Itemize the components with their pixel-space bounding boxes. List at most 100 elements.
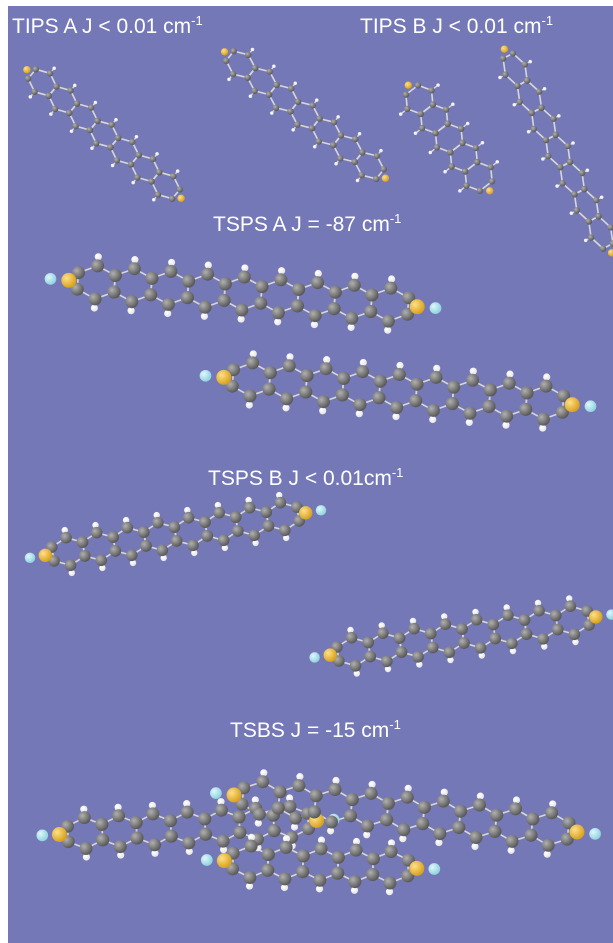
tsps-a-mol2-hydrogen-atom — [433, 364, 441, 372]
tsps-a-mol2-carbon-atom — [555, 405, 569, 419]
tsps-b-mol2-hydrogen-atom — [534, 599, 542, 607]
molecule-drawing — [23, 45, 613, 896]
tsbs-mol-lower-sulfur-atom — [409, 860, 425, 876]
tips-a-mol2-carbon-atom — [287, 108, 294, 115]
tsps-a-mol2-hydrogen-atom — [323, 356, 331, 364]
tsps-a-mol2-carbon-atom — [502, 376, 516, 390]
tsps-a-mol2-hydrogen-atom — [429, 415, 437, 424]
tips-a-mol1-carbon-atom — [45, 92, 52, 99]
tsps-b-mol1-carbon-atom — [244, 501, 256, 514]
tsbs-mol-right-hydrogen-atom — [399, 835, 407, 843]
tsbs-mol-right-hydrogen-atom — [476, 792, 484, 800]
tips-a-mol1-carbon-atom — [66, 109, 73, 117]
tsps-b-mol2-carbon-atom — [426, 641, 439, 654]
tsps-a-mol2-carbon-atom — [520, 386, 534, 400]
tips-a-mol2-carbon-atom — [330, 141, 337, 149]
tsps-b-mol2-sulfur-atom — [589, 610, 603, 624]
tsps-b-mol1-hydrogen-atom — [61, 526, 68, 534]
tips-a-mol2-carbon-atom — [316, 115, 323, 122]
tips-b-mol2-carbon-atom — [573, 207, 580, 214]
tsps-a-mol2-carbon-atom — [246, 356, 260, 370]
tsps-b-mol2-carbon-atom — [345, 631, 358, 644]
tips-b-mol1-carbon-atom — [457, 125, 465, 132]
tips-b-mol2-hydrogen-atom — [528, 59, 533, 64]
tips-b-mol1-hydrogen-atom — [495, 160, 500, 164]
tsbs-mol-lower-carbon-atom — [296, 849, 310, 863]
tsps-b-mol2-carbon-atom — [564, 600, 577, 612]
tips-b-mol1-carbon-atom — [474, 158, 481, 166]
tsbs-mol-left-carbon-atom — [130, 831, 144, 845]
tsps-b-mol1-carbon-atom — [156, 544, 169, 557]
tsps-b-mol2-carbon-atom — [412, 651, 424, 663]
tsps-a-mol1-carbon-atom — [198, 300, 212, 314]
tsbs-mol-right-hydrogen-atom — [368, 780, 376, 788]
tsps-a-mol1-carbon-atom — [72, 266, 85, 280]
tips-a-mol2-sulfur-atom — [220, 48, 229, 56]
tips-a-mol1-carbon-atom — [32, 66, 39, 73]
tsbs-mol-lower-hydrogen-atom — [245, 882, 254, 890]
tsps-a-mol2-hydrogen-atom — [359, 358, 367, 367]
tips-b-mol1-hydrogen-atom — [443, 169, 447, 174]
tips-b-mol1-carbon-atom — [444, 120, 451, 127]
tsps-a-mol1-hydrogen-atom — [168, 258, 176, 266]
tsbs-mol-right-carbon-atom — [361, 819, 375, 833]
tips-b-mol1-hydrogen-atom — [480, 140, 485, 145]
label-tsbs-text: TSBS J = -15 cm — [230, 719, 390, 742]
tsps-b-mol1-carbon-atom — [232, 525, 244, 537]
tsps-a-mol2-fluorine-atom — [584, 400, 597, 413]
tips-b-mol1-carbon-atom — [459, 139, 466, 147]
tips-a-mol1-hydrogen-atom — [152, 198, 156, 202]
tsbs-mol-right-carbon-atom — [524, 828, 538, 842]
tsps-b-mol2-carbon-atom — [533, 604, 545, 617]
tips-b-mol1-carbon-atom — [432, 129, 439, 137]
tips-a-mol2-carbon-atom — [251, 87, 258, 95]
tips-a-mol2-carbon-atom — [351, 158, 358, 166]
tsps-b-mol2-carbon-atom — [362, 636, 375, 649]
tips-a-mol1-hydrogen-atom — [69, 129, 74, 133]
tsbs-mol-lower-carbon-atom — [349, 843, 363, 857]
tsps-a-mol2-carbon-atom — [227, 363, 241, 377]
tips-a-mol1-carbon-atom — [169, 195, 176, 202]
tips-a-mol1-carbon-atom — [176, 186, 184, 193]
tsbs-mol-lower-carbon-atom — [279, 840, 293, 854]
tsps-b-mol1-carbon-atom — [213, 506, 225, 519]
tsbs-mol-right-hydrogen-atom — [435, 839, 443, 847]
tsps-a-mol1-hydrogen-atom — [314, 269, 322, 278]
tsbs-mol-right-hydrogen-atom — [543, 850, 551, 858]
tsbs-mol-left-fluorine-atom — [36, 829, 49, 842]
tsbs-mol-left-carbon-atom — [233, 825, 247, 839]
tsps-a-mol1-hydrogen-atom — [131, 256, 139, 264]
tsps-a-mol1-carbon-atom — [182, 274, 195, 288]
tips-a-mol2-sulfur-atom — [381, 174, 390, 182]
tips-b-mol1-hydrogen-atom — [398, 112, 403, 116]
tips-a-mol1-carbon-atom — [51, 105, 59, 113]
tsps-a-mol1-carbon-atom — [164, 264, 178, 278]
tsbs-mol-right-carbon-atom — [235, 797, 249, 811]
tips-a-mol2-carbon-atom — [294, 98, 302, 105]
tips-b-mol2-sulfur-atom — [607, 249, 613, 257]
tips-a-mol1-carbon-atom — [94, 117, 101, 125]
tips-b-mol1-carbon-atom — [476, 187, 484, 194]
label-tsps-a-sup: -1 — [389, 211, 402, 226]
tips-b-mol2-carbon-atom — [550, 115, 557, 122]
tsps-a-mol1-carbon-atom — [70, 282, 84, 296]
tips-b-mol2-hydrogen-atom — [542, 86, 547, 91]
tsbs-mol-right-hydrogen-atom — [512, 796, 521, 804]
tsps-b-mol2-carbon-atom — [408, 622, 420, 635]
tsps-b-mol1-hydrogen-atom — [129, 559, 137, 567]
tsbs-mol-right-hydrogen-atom — [290, 823, 299, 831]
tsps-b-mol2-hydrogen-atom — [353, 670, 360, 677]
tsps-b-mol2-carbon-atom — [443, 646, 456, 659]
tsps-a-mol1-carbon-atom — [311, 276, 325, 290]
tips-b-mol2-carbon-atom — [502, 71, 509, 78]
tsbs-mol-right-hydrogen-atom — [296, 773, 304, 781]
tips-b-mol2-hydrogen-atom — [526, 130, 531, 134]
tsbs-mol-right-carbon-atom — [380, 813, 393, 827]
tsps-a-mol1-hydrogen-atom — [90, 304, 98, 312]
tips-b-mol1-carbon-atom — [433, 144, 441, 151]
tips-b-mol2-carbon-atom — [542, 136, 550, 144]
tips-b-mol1-carbon-atom — [447, 149, 454, 156]
tsps-a-mol1-carbon-atom — [345, 311, 359, 325]
tsps-a-mol2-carbon-atom — [466, 373, 480, 387]
tsps-a-mol1-carbon-atom — [107, 285, 121, 299]
